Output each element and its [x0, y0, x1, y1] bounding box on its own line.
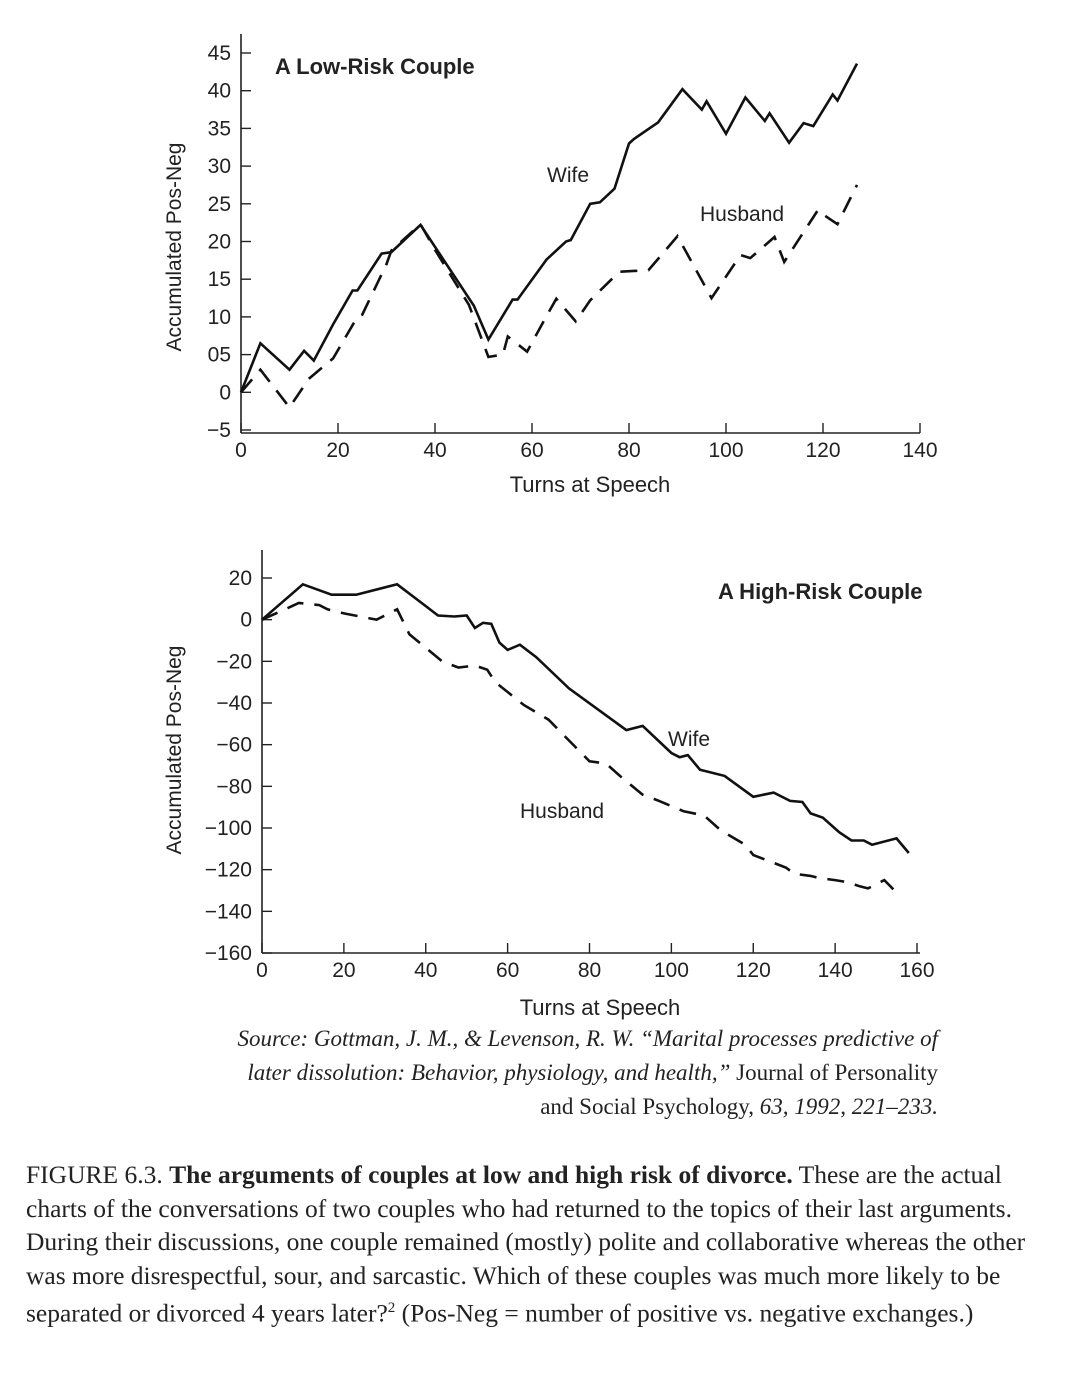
- high-risk-husband-label: Husband: [520, 800, 604, 823]
- source-line-2-journal: Journal of Personality: [736, 1060, 938, 1085]
- high-risk-x-tick-label: 20: [332, 959, 355, 982]
- high-risk-y-tick-label: 0: [240, 609, 252, 632]
- low-risk-y-tick-label: 15: [208, 268, 231, 291]
- high-risk-axes: [261, 550, 920, 954]
- figure-caption: FIGURE 6.3. The arguments of couples at …: [26, 1158, 1066, 1330]
- footnote-marker: 2: [387, 1300, 396, 1316]
- high-risk-y-tick-label: −100: [205, 817, 252, 840]
- source-line-2-italic: later dissolution: Behavior, physiology,…: [247, 1060, 731, 1085]
- high-risk-wife-label: Wife: [668, 728, 710, 751]
- low-risk-x-axis-label: Turns at Speech: [510, 472, 671, 497]
- high-risk-y-tick-label: −160: [205, 942, 252, 965]
- source-line-3: and Social Psychology, 63, 1992, 221–233…: [170, 1090, 938, 1124]
- high-risk-chart-title: A High-Risk Couple: [718, 579, 923, 604]
- high-risk-x-tick-label: 120: [736, 959, 771, 982]
- figure-title: The arguments of couples at low and high…: [169, 1160, 793, 1189]
- low-risk-y-tick-label: 40: [208, 80, 231, 103]
- low-risk-y-tick-label: −5: [207, 419, 231, 442]
- low-risk-chart-title: A Low-Risk Couple: [275, 54, 475, 79]
- high-risk-y-tick-label: −40: [216, 692, 252, 715]
- figure-tail: (Pos-Neg = number of positive vs. negati…: [401, 1298, 974, 1328]
- source-line-2: later dissolution: Behavior, physiology,…: [170, 1056, 938, 1090]
- high-risk-x-tick-label: 40: [414, 959, 437, 982]
- low-risk-husband-label: Husband: [700, 203, 784, 226]
- high-risk-y-tick-label: −120: [205, 859, 252, 882]
- high-risk-y-tick-label: −80: [216, 775, 252, 798]
- high-risk-y-tick-label: −20: [216, 650, 252, 673]
- high-risk-x-tick-label: 0: [256, 959, 268, 982]
- high-risk-y-tick-label: −60: [216, 734, 252, 757]
- low-risk-y-tick-label: 30: [208, 155, 231, 178]
- low-risk-x-tick-label: 20: [326, 439, 349, 462]
- low-risk-x-tick-label: 60: [520, 439, 543, 462]
- low-risk-husband-line: [240, 184, 859, 410]
- source-citation: Source: Gottman, J. M., & Levenson, R. W…: [170, 1022, 938, 1124]
- high-risk-y-axis-label: Accumulated Pos-Neg: [163, 646, 186, 855]
- low-risk-y-tick-label: 0: [219, 381, 231, 404]
- low-risk-axes: [240, 34, 920, 434]
- low-risk-y-tick-label: 35: [208, 117, 231, 140]
- high-risk-x-axis-label: Turns at Speech: [520, 995, 681, 1020]
- high-risk-x-tick-label: 140: [818, 959, 853, 982]
- figure-label: FIGURE 6.3.: [26, 1160, 163, 1189]
- source-line-1: Source: Gottman, J. M., & Levenson, R. W…: [237, 1026, 938, 1051]
- low-risk-x-tick-label: 120: [805, 439, 840, 462]
- high-risk-x-tick-label: 60: [496, 959, 519, 982]
- low-risk-wife-line: [239, 62, 859, 393]
- low-risk-y-tick-label: 25: [208, 193, 231, 216]
- high-risk-chart: 20 0 −20 −40 −60 −80 −100 −120 −140 −160 0 20 40 60 8…: [163, 550, 935, 1020]
- high-risk-x-tick-label: 160: [899, 959, 934, 982]
- high-risk-husband-line: [261, 601, 902, 898]
- source-line-3-journal: and Social Psychology,: [540, 1094, 754, 1119]
- low-risk-x-tick-label: 80: [617, 439, 640, 462]
- high-risk-x-tick-label: 100: [654, 959, 689, 982]
- low-risk-x-tick-label: 100: [708, 439, 743, 462]
- low-risk-y-tick-label: 45: [208, 42, 231, 65]
- low-risk-y-tick-label: 05: [208, 344, 231, 367]
- high-risk-wife-line: [261, 582, 910, 854]
- low-risk-y-tick-label: 10: [208, 306, 231, 329]
- high-risk-y-tick-label: 20: [229, 567, 252, 590]
- high-risk-x-tick-label: 80: [578, 959, 601, 982]
- source-line-3-italic: 63, 1992, 221–233.: [759, 1094, 938, 1119]
- low-risk-y-axis-label: Accumulated Pos-Neg: [163, 143, 186, 352]
- high-risk-y-tick-label: −140: [205, 900, 252, 923]
- low-risk-y-tick-label: 20: [208, 231, 231, 254]
- low-risk-x-tick-label: 140: [902, 439, 937, 462]
- low-risk-x-tick-label: 40: [423, 439, 446, 462]
- low-risk-x-tick-label: 0: [235, 439, 247, 462]
- low-risk-wife-label: Wife: [547, 164, 589, 187]
- figure-body: These are the actual charts of the conve…: [26, 1160, 1026, 1328]
